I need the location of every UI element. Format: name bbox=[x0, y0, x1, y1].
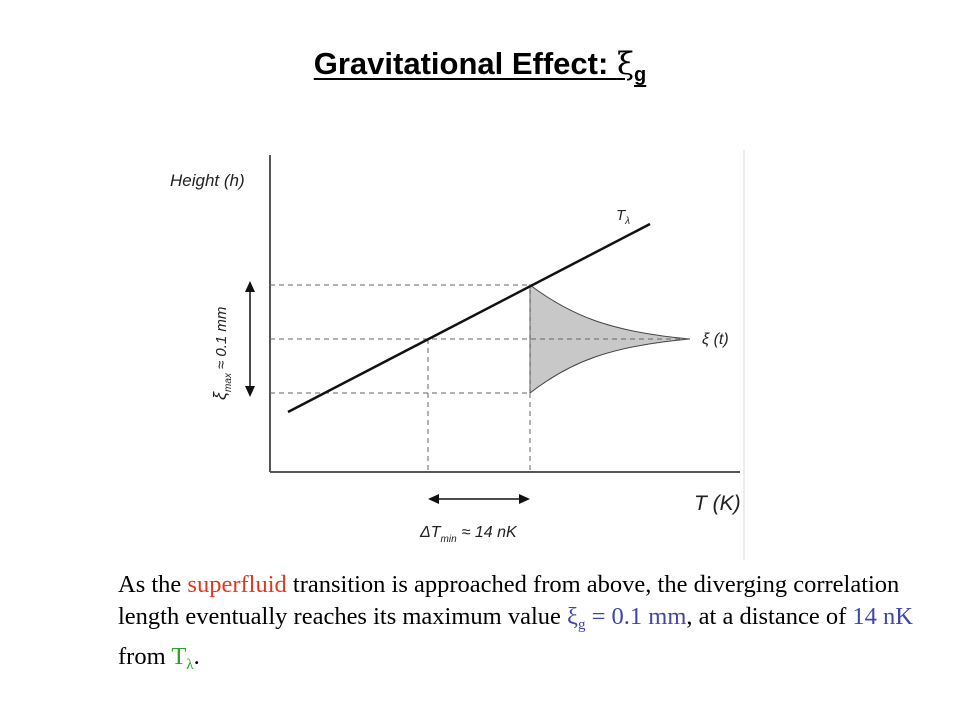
caption-xi-equation: = 0.1 mm bbox=[585, 603, 687, 630]
t-lambda-label-t: T bbox=[616, 207, 627, 224]
height-temperature-diagram: Height (h) T (K) Tλ ξ (t) ξmax ≈ 0.1 mm Δ… bbox=[170, 150, 745, 560]
caption-part4: from bbox=[118, 643, 172, 670]
caption-t: T bbox=[171, 643, 187, 670]
t-lambda-line bbox=[287, 222, 651, 414]
delta-t-value: ≈ 14 nK bbox=[462, 524, 518, 541]
caption-xi: ξg = 0.1 mm bbox=[567, 603, 687, 633]
t-lambda-label: Tλ bbox=[616, 207, 630, 227]
caption-xi-symbol: ξ bbox=[567, 603, 578, 630]
caption-t-lambda: Tλ bbox=[171, 643, 194, 673]
xi-max-label: ξmax ≈ 0.1 mm bbox=[210, 307, 234, 400]
caption-xi-sub: g bbox=[577, 617, 586, 633]
horizontal-double-arrow bbox=[428, 494, 530, 504]
correlation-length-shaded-region bbox=[529, 284, 691, 395]
y-axis-label: Height (h) bbox=[170, 171, 245, 190]
title-subscript: g bbox=[634, 64, 647, 86]
x-axis-label: T (K) bbox=[694, 492, 741, 515]
caption-paragraph: As the superfluid transition is approach… bbox=[118, 569, 918, 681]
caption-14nk: 14 nK bbox=[852, 603, 913, 630]
caption-superfluid: superfluid bbox=[187, 571, 287, 598]
page-title: Gravitational Effect: ξg bbox=[0, 46, 960, 87]
t-lambda-label-sub: λ bbox=[624, 216, 630, 227]
delta-t-min-label: ΔTmin ≈ 14 nK bbox=[419, 524, 518, 545]
guide-lines bbox=[270, 284, 690, 472]
xi-max-symbol: ξ bbox=[210, 391, 230, 400]
title-xi-symbol: ξ bbox=[616, 46, 635, 82]
caption-part1: As the bbox=[118, 571, 188, 598]
caption-part2: transition is approached from above, the… bbox=[118, 571, 900, 630]
xi-max-value: ≈ 0.1 mm bbox=[213, 307, 230, 369]
xi-t-label: ξ (t) bbox=[702, 331, 729, 348]
vertical-double-arrow bbox=[245, 281, 255, 397]
caption-end: . bbox=[193, 643, 200, 670]
xi-max-sub: max bbox=[223, 372, 234, 392]
caption-part3: , at a distance of bbox=[686, 603, 853, 630]
caption-t-sub: λ bbox=[186, 657, 194, 673]
delta-t-prefix: ΔT bbox=[419, 524, 442, 541]
delta-t-sub: min bbox=[441, 534, 458, 545]
title-text: Gravitational Effect: bbox=[313, 46, 617, 81]
